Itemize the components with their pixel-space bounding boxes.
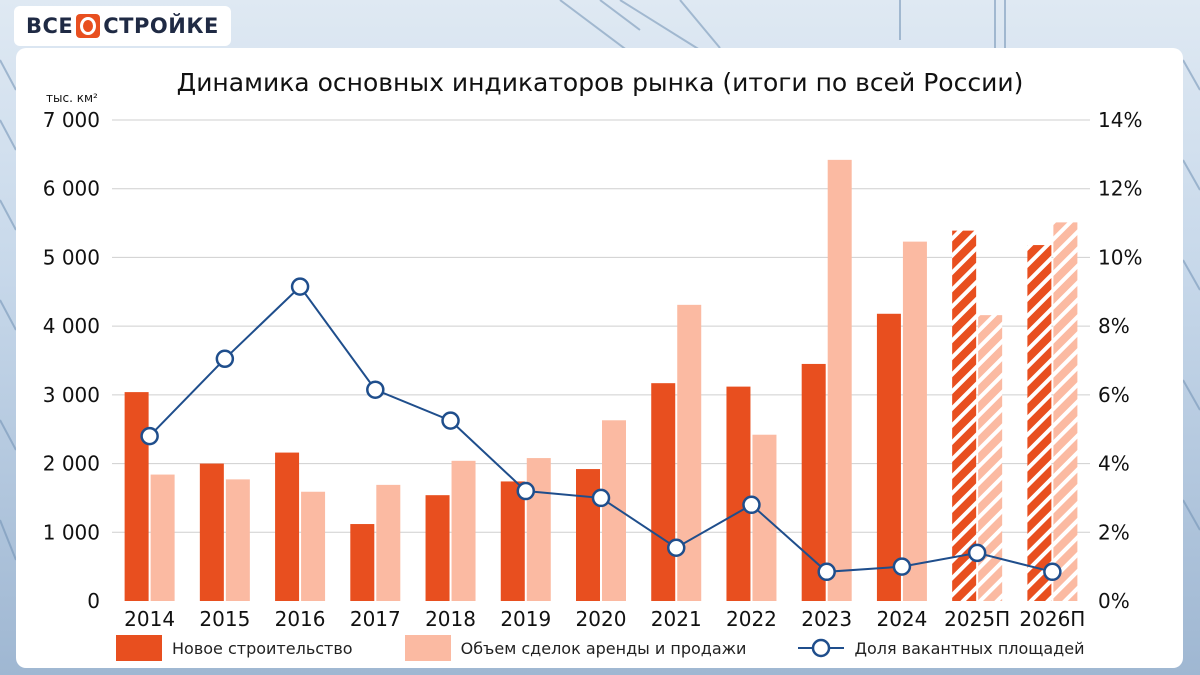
vacancy-point bbox=[366, 380, 385, 399]
vacancy-point bbox=[817, 562, 836, 582]
bar-new-construction bbox=[876, 313, 901, 601]
vacancy-point bbox=[892, 557, 912, 576]
vacancy-point bbox=[516, 481, 536, 501]
vacancy-point bbox=[290, 277, 310, 296]
x-tick-label: 2015 bbox=[199, 607, 250, 631]
logo-text-right: СТРОЙКЕ bbox=[103, 14, 219, 38]
vacancy-point bbox=[1043, 562, 1062, 582]
legend-item-new-construction: Новое строительство bbox=[116, 635, 353, 661]
bar-deals bbox=[602, 420, 626, 601]
y-left-tick-label: 3 000 bbox=[43, 383, 100, 407]
legend-swatch-deals bbox=[404, 635, 451, 661]
chart-title: Динамика основных индикаторов рынка (ито… bbox=[176, 68, 1024, 97]
x-tick-label: 2019 bbox=[500, 607, 551, 631]
legend-swatch-vacancy-line bbox=[798, 638, 845, 658]
x-tick-label: 2014 bbox=[124, 607, 175, 631]
y-left-tick-label: 6 000 bbox=[43, 177, 100, 201]
bar-new-construction bbox=[124, 392, 149, 601]
vacancy-point bbox=[591, 488, 611, 508]
bar-new-construction bbox=[199, 463, 224, 601]
bar-deals bbox=[451, 460, 476, 601]
y-right-tick-label: 4% bbox=[1098, 452, 1130, 476]
x-tick-label: 2018 bbox=[425, 607, 476, 631]
vacancy-point bbox=[140, 426, 159, 446]
vacancy-point bbox=[215, 349, 235, 369]
bar-new-construction bbox=[651, 383, 676, 601]
y-left-tick-label: 4 000 bbox=[43, 314, 100, 338]
legend-swatch-new-construction bbox=[116, 635, 162, 661]
y-right-tick-label: 12% bbox=[1098, 177, 1142, 201]
bar-deals bbox=[752, 434, 777, 601]
legend-label-new-construction: Новое строительство bbox=[172, 638, 353, 658]
logo-text-left: ВСЕ bbox=[26, 14, 74, 38]
bar-new-construction bbox=[726, 386, 751, 601]
vacancy-point bbox=[742, 495, 761, 515]
bar-deals bbox=[301, 491, 326, 601]
y-left-tick-label: 5 000 bbox=[43, 245, 100, 269]
bar-new-construction bbox=[1027, 245, 1052, 601]
vacancy-point bbox=[666, 538, 686, 557]
bar-deals bbox=[902, 241, 927, 602]
y-left-tick-label: 2 000 bbox=[43, 452, 100, 476]
bar-deals bbox=[225, 479, 250, 601]
bar-deals bbox=[827, 159, 852, 601]
y-right-tick-label: 2% bbox=[1098, 520, 1130, 544]
vacancy-point bbox=[967, 543, 987, 563]
x-tick-label: 2021 bbox=[651, 607, 702, 631]
y-left-unit-label: тыс. км² bbox=[46, 91, 98, 105]
y-left-tick-label: 7 000 bbox=[43, 108, 100, 132]
bar-deals bbox=[677, 304, 702, 601]
x-tick-label: 2024 bbox=[876, 607, 927, 631]
x-tick-label: 2026П bbox=[1019, 607, 1085, 631]
bar-deals bbox=[526, 458, 551, 601]
legend-item-vacancy: Доля вакантных площадей bbox=[798, 635, 1084, 661]
bar-new-construction bbox=[425, 495, 450, 601]
x-tick-label: 2016 bbox=[275, 607, 326, 631]
y-right-tick-label: 0% bbox=[1098, 589, 1130, 613]
y-right-tick-label: 6% bbox=[1098, 383, 1130, 407]
y-left-tick-label: 1 000 bbox=[43, 520, 100, 544]
bar-new-construction bbox=[350, 524, 375, 601]
x-tick-label: 2025П bbox=[944, 607, 1010, 631]
x-tick-label: 2017 bbox=[350, 607, 401, 631]
bar-deals bbox=[150, 474, 175, 601]
y-right-tick-label: 8% bbox=[1098, 314, 1130, 338]
y-right-tick-label: 10% bbox=[1098, 245, 1142, 269]
bar-deals bbox=[1053, 222, 1078, 602]
y-right-tick-label: 14% bbox=[1098, 108, 1142, 132]
x-tick-label: 2022 bbox=[726, 607, 777, 631]
x-tick-label: 2023 bbox=[801, 607, 852, 631]
legend-label-deals: Объем сделок аренды и продажи bbox=[460, 638, 747, 658]
bar-new-construction bbox=[275, 452, 300, 601]
vacancy-point bbox=[441, 411, 460, 430]
bar-deals bbox=[376, 484, 401, 601]
chart-legend: Новое строительство Объем сделок аренды … bbox=[116, 633, 1084, 663]
legend-item-deals: Объем сделок аренды и продажи bbox=[404, 635, 747, 661]
logo-o-icon bbox=[76, 14, 101, 38]
bar-new-construction bbox=[576, 469, 600, 601]
site-logo[interactable]: ВСЕ СТРОЙКЕ bbox=[14, 6, 231, 46]
bar-new-construction bbox=[500, 481, 525, 601]
legend-label-vacancy: Доля вакантных площадей bbox=[854, 638, 1085, 658]
x-tick-label: 2020 bbox=[576, 607, 627, 631]
bar-new-construction bbox=[952, 230, 977, 601]
y-left-tick-label: 0 bbox=[87, 589, 100, 613]
